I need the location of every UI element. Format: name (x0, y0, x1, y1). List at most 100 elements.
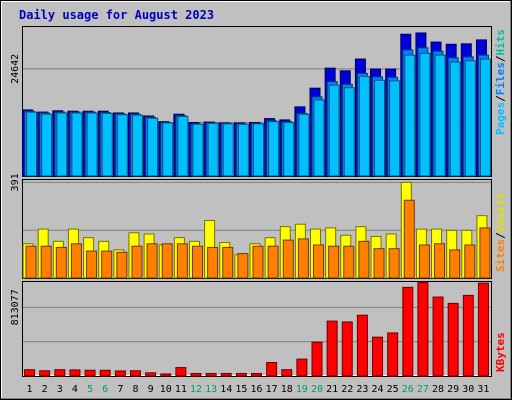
legend-entry: / (494, 55, 507, 62)
x-tick-label: 18 (281, 384, 293, 395)
bar-kbytes-20 (311, 341, 323, 377)
y-tick-label: 813077 (10, 289, 21, 325)
bar-kbytes-9 (145, 372, 157, 377)
bar-pages-8 (131, 114, 143, 177)
panels: 24642 391 813077 (10, 26, 492, 377)
bar-kbytes-1 (24, 369, 36, 377)
bar-sites-5 (86, 250, 98, 279)
x-tick-label: 12 (190, 384, 202, 395)
legend-entry: Pages (494, 102, 507, 135)
x-tick-label: 25 (387, 384, 399, 395)
legend-entry: Files (494, 62, 507, 95)
x-tick-label: 19 (296, 384, 308, 395)
bar-kbytes-2 (39, 370, 51, 377)
panel-frame (22, 281, 492, 377)
bar-kbytes-8 (129, 370, 141, 377)
bar-kbytes-11 (175, 367, 187, 377)
bar-pages-2 (41, 113, 53, 177)
bar-pages-22 (343, 87, 355, 177)
bar-kbytes-22 (341, 321, 353, 377)
bar-kbytes-6 (99, 369, 111, 377)
legend-entry: / (494, 232, 507, 239)
x-tick-label: 8 (132, 384, 138, 395)
x-tick-label: 29 (447, 384, 459, 395)
bar-pages-29 (449, 61, 461, 177)
x-tick-label: 28 (432, 384, 444, 395)
legend-entry: KBytes (494, 332, 507, 372)
bar-kbytes-13 (205, 372, 217, 377)
bar-pages-19 (298, 113, 310, 177)
legend-entry: Visits (494, 193, 507, 233)
bar-sites-26 (403, 199, 415, 279)
bar-kbytes-3 (54, 369, 66, 377)
bar-pages-15 (237, 123, 249, 177)
bar-sites-21 (328, 245, 340, 279)
x-tick-label: 30 (462, 384, 474, 395)
x-tick-label: 4 (72, 384, 78, 395)
x-tick-label: 21 (326, 384, 338, 395)
bar-sites-20 (313, 244, 325, 279)
panel-kbytes: 813077 (10, 281, 492, 377)
x-tick-label: 11 (175, 384, 187, 395)
y-tick-label: 391 (10, 173, 21, 191)
bar-pages-26 (404, 54, 416, 177)
bar-sites-18 (282, 239, 294, 279)
bar-sites-9 (146, 243, 158, 279)
bar-kbytes-17 (266, 361, 278, 377)
legend-entry: / (494, 95, 507, 102)
bar-sites-23 (358, 240, 370, 279)
bar-sites-4 (70, 243, 82, 279)
bar-kbytes-18 (281, 369, 293, 377)
bar-sites-7 (116, 251, 128, 279)
x-tick-label: 17 (266, 384, 278, 395)
bar-sites-22 (343, 245, 355, 279)
x-tick-label: 16 (250, 384, 262, 395)
bar-kbytes-28 (432, 296, 444, 377)
bar-sites-19 (297, 238, 309, 279)
bar-sites-17 (267, 245, 279, 279)
x-tick-label: 1 (27, 384, 33, 395)
bar-kbytes-25 (387, 332, 399, 377)
x-tick-label: 2 (42, 384, 48, 395)
bar-pages-6 (101, 112, 113, 177)
bar-sites-27 (418, 244, 430, 279)
x-tick-label: 7 (117, 384, 123, 395)
bar-pages-18 (283, 122, 295, 177)
bar-pages-31 (479, 58, 491, 177)
bar-kbytes-31 (477, 282, 489, 377)
bar-sites-15 (237, 253, 249, 279)
bar-pages-3 (56, 112, 68, 177)
bar-pages-4 (71, 112, 83, 177)
bar-sites-3 (55, 246, 67, 279)
bar-sites-8 (131, 245, 143, 279)
bar-sites-11 (176, 243, 188, 279)
legend-kbytes: KBytes (494, 332, 507, 372)
bar-pages-24 (374, 79, 386, 177)
bar-kbytes-7 (114, 370, 126, 377)
bar-pages-23 (358, 75, 370, 177)
bar-sites-2 (40, 245, 52, 279)
bar-pages-1 (26, 111, 38, 177)
bar-kbytes-24 (372, 336, 384, 377)
bar-pages-20 (313, 99, 325, 177)
bar-sites-1 (25, 245, 37, 279)
bar-pages-27 (419, 52, 431, 177)
bar-pages-14 (222, 123, 234, 177)
x-axis-labels: 1 2 3 4 5 6 7 8 9 10 11 12 13 14 15 16 17 18 19 20 21 22 23 24 2… (27, 384, 490, 395)
bar-sites-12 (191, 245, 203, 279)
bar-kbytes-5 (84, 369, 96, 377)
x-tick-label: 13 (205, 384, 217, 395)
bar-kbytes-29 (447, 302, 459, 377)
panel-visits-sites: 391 (10, 173, 492, 279)
series-sites (25, 199, 491, 279)
bar-sites-31 (479, 227, 491, 279)
x-tick-label: 6 (102, 384, 108, 395)
bar-pages-16 (253, 123, 264, 177)
bar-pages-7 (116, 114, 128, 177)
legend-entry: Sites (494, 239, 507, 272)
x-tick-label: 15 (235, 384, 247, 395)
bar-pages-10 (162, 122, 174, 177)
bar-sites-29 (449, 249, 461, 279)
